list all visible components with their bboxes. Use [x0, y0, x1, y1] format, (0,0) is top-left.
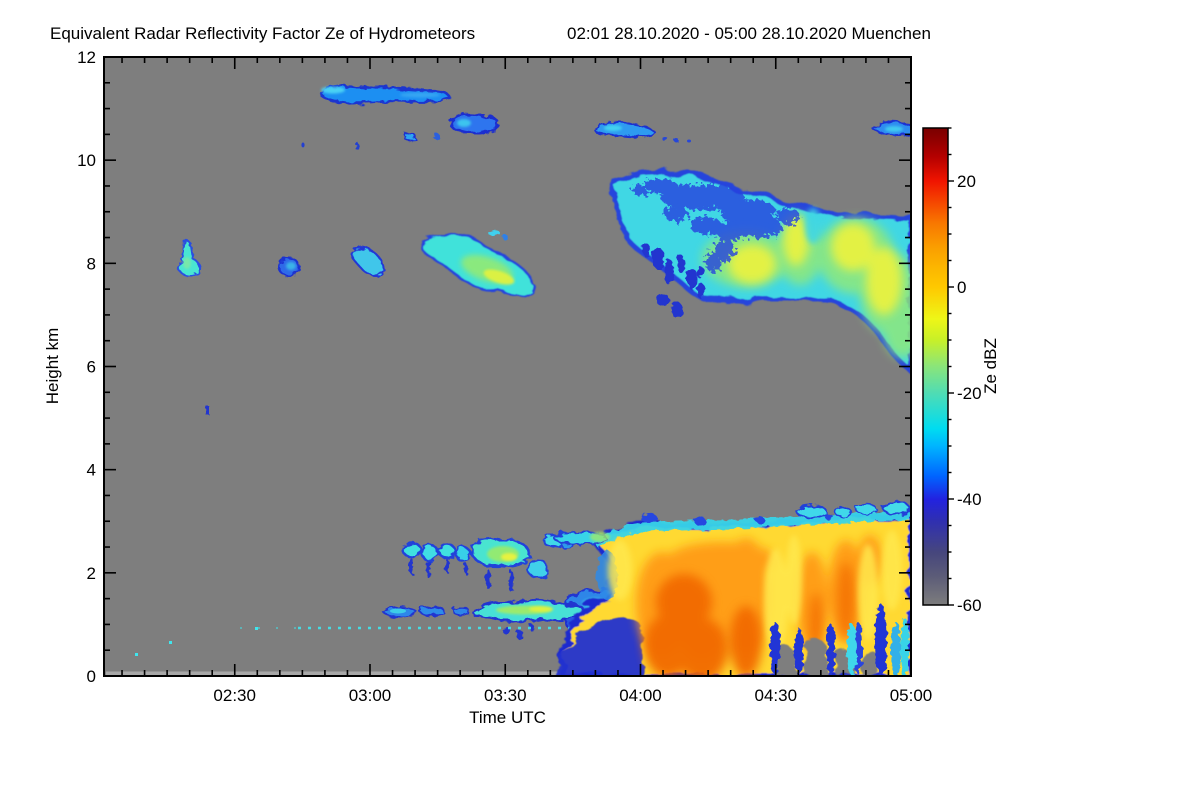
svg-text:0: 0 [87, 667, 96, 686]
colorbar-gradient [922, 127, 949, 606]
x-axis-label: Time UTC [469, 708, 546, 727]
svg-text:0: 0 [957, 278, 966, 297]
precipitation-group [553, 500, 910, 675]
svg-text:04:30: 04:30 [755, 686, 798, 705]
svg-text:-60: -60 [957, 596, 982, 615]
colorbar: 20 0 -20 -40 -60 Ze dBZ [922, 127, 1000, 615]
svg-text:20: 20 [957, 172, 976, 191]
svg-text:10: 10 [77, 151, 96, 170]
ground-clutter-strip [106, 671, 561, 675]
svg-text:12: 12 [77, 48, 96, 67]
virga-gaps [776, 637, 878, 675]
svg-text:-20: -20 [957, 384, 982, 403]
svg-text:04:00: 04:00 [619, 686, 662, 705]
colorbar-ticks [948, 127, 954, 606]
colorbar-title: Ze dBZ [981, 338, 1000, 394]
cloud-deck-group [610, 169, 910, 374]
x-tick-labels: 02:30 03:00 03:30 04:00 04:30 05:00 [213, 686, 932, 705]
colorbar-labels: 20 0 -20 -40 -60 [957, 172, 982, 615]
svg-text:-40: -40 [957, 490, 982, 509]
svg-text:03:00: 03:00 [349, 686, 392, 705]
y-axis-label: Height km [43, 328, 62, 405]
midlevel-cells-group [177, 230, 533, 415]
svg-text:05:00: 05:00 [890, 686, 933, 705]
y-tick-labels: 0 2 4 6 8 10 12 [77, 48, 96, 686]
svg-text:6: 6 [87, 358, 96, 377]
cirrus-group [301, 85, 910, 150]
y-ticks [104, 56, 911, 677]
svg-text:8: 8 [87, 254, 96, 273]
svg-text:2: 2 [87, 564, 96, 583]
svg-text:4: 4 [87, 461, 96, 480]
cumulus-puffs [796, 500, 910, 520]
plot-title-period: 02:01 28.10.2020 - 05:00 28.10.2020 Muen… [567, 24, 931, 43]
svg-text:02:30: 02:30 [213, 686, 256, 705]
plot-title: Equivalent Radar Reflectivity Factor Ze … [50, 24, 475, 43]
svg-text:03:30: 03:30 [484, 686, 527, 705]
cloud-layer [106, 85, 910, 675]
virga-fragments [642, 243, 705, 318]
x-ticks [121, 57, 912, 676]
